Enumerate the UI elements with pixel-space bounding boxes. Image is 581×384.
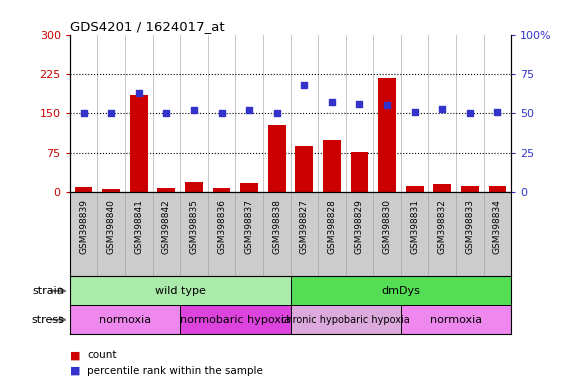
Text: GSM398840: GSM398840	[107, 199, 116, 254]
Point	[493, 109, 502, 115]
Text: ■: ■	[70, 366, 80, 376]
Bar	[180, 305, 290, 334]
Text: GSM398830: GSM398830	[383, 199, 392, 254]
Point	[437, 106, 447, 112]
Text: GSM398831: GSM398831	[410, 199, 419, 254]
Text: normoxia: normoxia	[99, 314, 151, 325]
Text: GSM398839: GSM398839	[79, 199, 88, 254]
Point	[300, 82, 309, 88]
Text: GSM398837: GSM398837	[245, 199, 253, 254]
Bar	[70, 276, 290, 305]
Bar	[461, 186, 479, 192]
Point	[355, 101, 364, 107]
Text: GSM398842: GSM398842	[162, 199, 171, 253]
Point	[162, 110, 171, 116]
Bar	[157, 188, 175, 192]
Bar	[185, 182, 203, 192]
Text: GSM398828: GSM398828	[328, 199, 336, 254]
Text: wild type: wild type	[155, 286, 206, 296]
Text: GSM398838: GSM398838	[272, 199, 281, 254]
Point	[382, 103, 392, 109]
Bar	[213, 188, 231, 192]
Text: ■: ■	[70, 350, 80, 360]
Text: normoxia: normoxia	[430, 314, 482, 325]
Text: percentile rank within the sample: percentile rank within the sample	[87, 366, 263, 376]
Bar	[433, 184, 451, 192]
Bar	[350, 152, 368, 192]
Bar	[70, 305, 180, 334]
Text: GSM398832: GSM398832	[438, 199, 447, 254]
Text: strain: strain	[32, 286, 64, 296]
Text: stress: stress	[31, 314, 64, 325]
Text: count: count	[87, 350, 117, 360]
Text: dmDys: dmDys	[382, 286, 420, 296]
Bar	[290, 276, 511, 305]
Bar	[102, 189, 120, 192]
Bar	[268, 125, 286, 192]
Bar	[290, 305, 401, 334]
Text: GSM398827: GSM398827	[300, 199, 309, 254]
Text: GSM398836: GSM398836	[217, 199, 226, 254]
Bar	[323, 139, 341, 192]
Text: chronic hypobaric hypoxia: chronic hypobaric hypoxia	[281, 314, 410, 325]
Text: GDS4201 / 1624017_at: GDS4201 / 1624017_at	[70, 20, 224, 33]
Bar	[406, 186, 424, 192]
Point	[217, 110, 226, 116]
Point	[245, 107, 254, 113]
Bar	[240, 183, 258, 192]
Point	[272, 110, 281, 116]
Text: normobaric hypoxia: normobaric hypoxia	[180, 314, 290, 325]
Point	[327, 99, 336, 105]
Point	[465, 110, 475, 116]
Bar	[378, 78, 396, 192]
Text: GSM398835: GSM398835	[189, 199, 198, 254]
Bar	[489, 186, 507, 192]
Point	[134, 90, 144, 96]
Text: GSM398829: GSM398829	[355, 199, 364, 254]
Bar	[295, 146, 313, 192]
Point	[79, 110, 88, 116]
Bar	[401, 305, 511, 334]
Point	[410, 109, 419, 115]
Point	[189, 107, 199, 113]
Bar	[130, 95, 148, 192]
Bar	[74, 187, 92, 192]
Point	[106, 110, 116, 116]
Text: GSM398841: GSM398841	[134, 199, 143, 254]
Text: GSM398834: GSM398834	[493, 199, 502, 254]
Text: GSM398833: GSM398833	[465, 199, 474, 254]
